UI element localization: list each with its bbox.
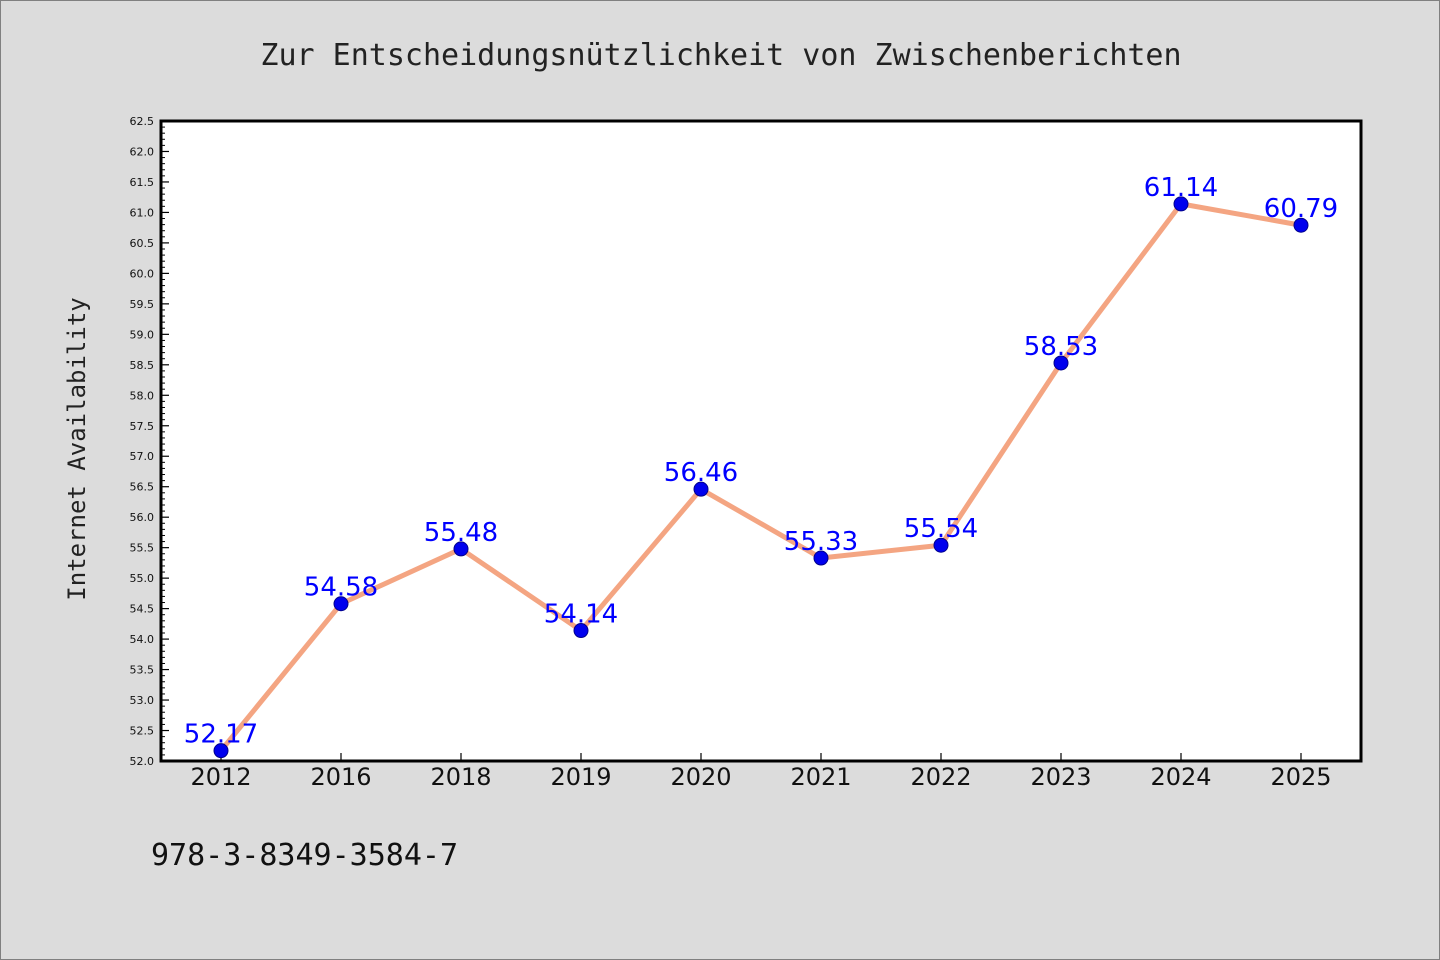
y-tick-label: 56.5 [130,481,155,494]
x-tick-label: 2025 [1270,763,1331,791]
y-tick-label: 55.0 [130,572,155,585]
y-tick-label: 62.0 [130,145,155,158]
x-tick-label: 2020 [670,763,731,791]
y-tick-label: 62.5 [130,115,155,128]
y-tick-label: 57.0 [130,450,155,463]
data-label: 55.54 [904,514,978,544]
data-point [1293,217,1309,233]
y-axis-label: Internet Availability [63,297,91,600]
data-point [693,481,709,497]
data-point [213,743,229,759]
y-tick-label: 59.5 [130,298,155,311]
data-labels: 52.17 54.58 55.48 54.14 56.46 55.33 55.54 58.53… [184,173,1338,750]
y-tick-label: 54.0 [130,633,155,646]
x-tick-label: 2022 [910,763,971,791]
y-tick-label: 59.0 [130,328,155,341]
y-tick-label: 54.5 [130,603,155,616]
data-point [453,541,469,557]
y-tick-label: 52.0 [130,755,155,768]
data-point [1053,355,1069,371]
y-tick-label: 58.0 [130,389,155,402]
y-tick-label: 55.5 [130,542,155,555]
x-tick-label: 2019 [550,763,611,791]
y-tick-label: 52.5 [130,725,155,738]
y-tick-label: 60.5 [130,237,155,250]
data-point [1173,196,1189,212]
plot-area [161,121,1361,761]
x-axis-ticks: 2012 2016 2018 2019 2020 2021 2022 2023 2024 2025 [190,753,1332,791]
chart-title: Zur Entscheidungsnützlichkeit von Zwisch… [260,38,1181,73]
x-tick-label: 2018 [430,763,491,791]
data-label: 52.17 [184,720,258,750]
y-tick-label: 60.0 [130,267,155,280]
y-tick-label: 53.0 [130,694,155,707]
y-tick-label: 56.0 [130,511,155,524]
y-tick-label: 53.5 [130,664,155,677]
data-label: 56.46 [664,458,738,488]
x-tick-label: 2016 [310,763,371,791]
data-label: 61.14 [1144,173,1218,203]
data-label: 58.53 [1024,332,1098,362]
data-point [933,537,949,553]
data-label: 55.48 [424,518,498,548]
data-markers [213,196,1309,759]
x-tick-label: 2024 [1150,763,1211,791]
x-tick-label: 2023 [1030,763,1091,791]
data-label: 60.79 [1264,194,1338,224]
y-tick-label: 58.5 [130,359,155,372]
y-tick-label: 61.5 [130,176,155,189]
data-point [813,550,829,566]
data-label: 54.58 [304,573,378,603]
isbn-footer: 978-3-8349-3584-7 [151,838,458,873]
x-tick-label: 2021 [790,763,851,791]
data-label: 54.14 [544,600,618,630]
data-point [573,623,589,639]
data-label: 55.33 [784,527,858,557]
plot-frame [159,119,1363,763]
x-tick-label: 2012 [190,763,251,791]
y-tick-label: 61.0 [130,206,155,219]
series-line [219,201,1302,753]
y-tick-label: 57.5 [130,420,155,433]
data-point [333,596,349,612]
